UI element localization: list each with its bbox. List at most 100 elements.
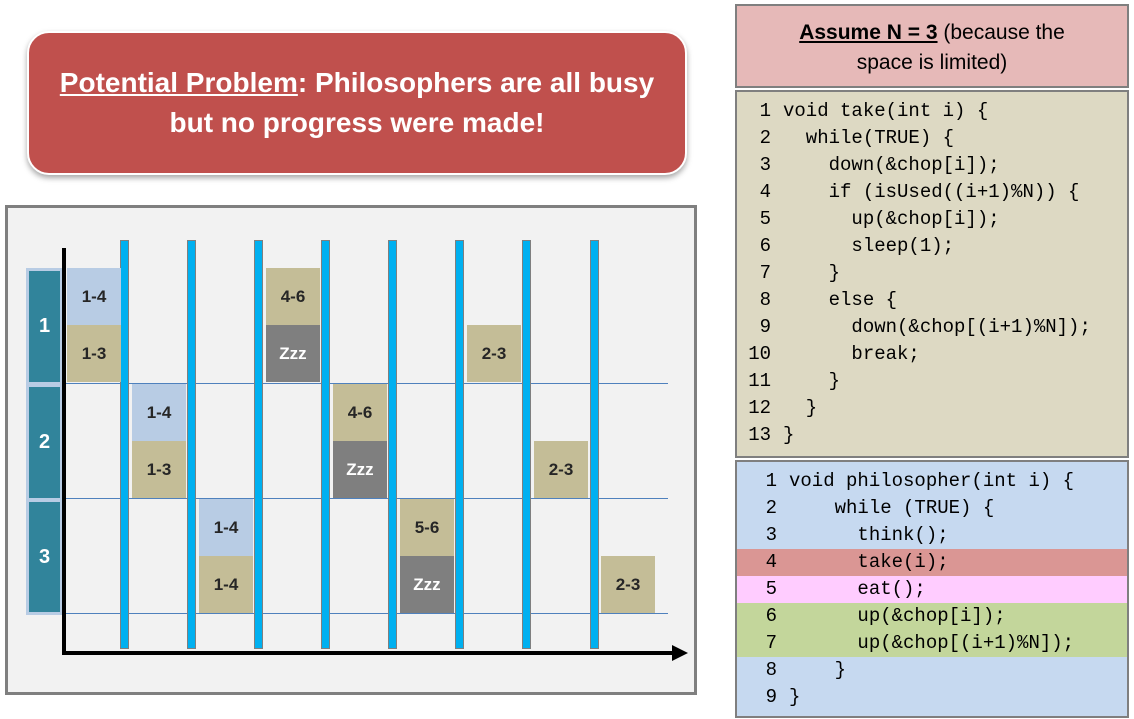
row-divider xyxy=(63,383,668,384)
chopstick-cell: Zzz xyxy=(266,325,320,382)
callout-title-rest: : Philosophers are all busy xyxy=(297,67,655,98)
assume-bold: Assume N = 3 xyxy=(799,21,938,44)
row-label-1: 1 xyxy=(26,268,63,385)
chopstick-cell: 1-4 xyxy=(132,384,186,442)
code-text: up(&chop[i]); xyxy=(783,208,1000,230)
code-text: up(&chop[i]); xyxy=(789,605,1006,627)
line-number: 5 xyxy=(765,578,777,600)
code-text: } xyxy=(783,370,841,392)
code-line: 3 think(); xyxy=(737,522,1127,549)
code-line: 9 down(&chop[(i+1)%N]); xyxy=(737,314,1127,341)
line-number: 7 xyxy=(765,632,777,654)
code-line: 11 } xyxy=(737,368,1127,395)
chopstick-cell: 1-4 xyxy=(199,499,253,557)
line-number: 2 xyxy=(759,127,771,149)
time-bar xyxy=(522,240,531,649)
line-number: 11 xyxy=(748,370,771,392)
time-bar xyxy=(455,240,464,649)
chopstick-cell: 1-4 xyxy=(67,268,121,326)
assume-line2: space is limited) xyxy=(856,51,1008,74)
chopstick-cell: 2-3 xyxy=(467,325,521,382)
chopstick-cell: 4-6 xyxy=(333,384,387,442)
callout-text: Potential Problem: Philosophers are all … xyxy=(60,63,654,143)
line-number: 12 xyxy=(748,397,771,419)
code-line: 2 while (TRUE) { xyxy=(737,495,1127,522)
take-code-panel: 1 void take(int i) {2 while(TRUE) {3 down… xyxy=(735,90,1129,458)
code-line: 5 up(&chop[i]); xyxy=(737,206,1127,233)
code-line: 10 break; xyxy=(737,341,1127,368)
chopstick-cell: 1-3 xyxy=(67,325,121,382)
code-line: 1 void philosopher(int i) { xyxy=(737,468,1127,495)
code-text: } xyxy=(783,262,841,284)
assume-panel: Assume N = 3 (because the space is limit… xyxy=(735,4,1129,88)
time-bar xyxy=(120,240,129,649)
line-number: 9 xyxy=(759,316,771,338)
code-line: 8 else { xyxy=(737,287,1127,314)
code-line: 6 sleep(1); xyxy=(737,233,1127,260)
chopstick-cell: 2-3 xyxy=(601,556,655,613)
chopstick-cell: 1-4 xyxy=(199,556,253,613)
row-label-2: 2 xyxy=(26,384,63,501)
code-text: down(&chop[(i+1)%N]); xyxy=(783,316,1091,338)
code-line: 8 } xyxy=(737,657,1127,684)
time-bar xyxy=(187,240,196,649)
code-line: 13} xyxy=(737,422,1127,449)
row-label-3: 3 xyxy=(26,499,63,615)
code-text: else { xyxy=(783,289,898,311)
line-number: 8 xyxy=(759,289,771,311)
code-text: } xyxy=(783,397,818,419)
time-bar xyxy=(388,240,397,649)
line-number: 2 xyxy=(765,497,777,519)
chopstick-cell: 1-3 xyxy=(132,441,186,498)
assume-rest: (because the xyxy=(937,21,1065,44)
code-text: while(TRUE) { xyxy=(783,127,955,149)
line-number: 6 xyxy=(765,605,777,627)
code-text: } xyxy=(789,686,801,708)
code-line: 5 eat(); xyxy=(737,576,1127,603)
code-text: break; xyxy=(783,343,920,365)
code-text: think(); xyxy=(789,524,949,546)
code-line: 4 take(i); xyxy=(737,549,1127,576)
code-text: } xyxy=(789,659,847,681)
code-line: 2 while(TRUE) { xyxy=(737,125,1127,152)
line-number: 10 xyxy=(748,343,771,365)
code-text: eat(); xyxy=(789,578,926,600)
line-number: 5 xyxy=(759,208,771,230)
code-text: take(i); xyxy=(789,551,949,573)
chopstick-cell: 4-6 xyxy=(266,268,320,326)
line-number: 3 xyxy=(759,154,771,176)
time-bar xyxy=(254,240,263,649)
line-number: 3 xyxy=(765,524,777,546)
code-text: } xyxy=(783,424,795,446)
code-text: void take(int i) { xyxy=(783,100,989,122)
code-line: 6 up(&chop[i]); xyxy=(737,603,1127,630)
problem-callout: Potential Problem: Philosophers are all … xyxy=(27,31,687,175)
code-text: down(&chop[i]); xyxy=(783,154,1000,176)
x-axis xyxy=(62,651,676,655)
line-number: 8 xyxy=(765,659,777,681)
code-line: 7 } xyxy=(737,260,1127,287)
callout-line2: but no progress were made! xyxy=(169,107,545,138)
code-line: 1 void take(int i) { xyxy=(737,98,1127,125)
philosopher-code-panel: 1 void philosopher(int i) {2 while (TRUE)… xyxy=(735,460,1129,718)
code-text: sleep(1); xyxy=(783,235,955,257)
line-number: 4 xyxy=(759,181,771,203)
chopstick-cell: 5-6 xyxy=(400,499,454,557)
code-line: 4 if (isUsed((i+1)%N)) { xyxy=(737,179,1127,206)
line-number: 4 xyxy=(765,551,777,573)
line-number: 1 xyxy=(759,100,771,122)
code-line: 12 } xyxy=(737,395,1127,422)
line-number: 13 xyxy=(748,424,771,446)
code-text: up(&chop[(i+1)%N]); xyxy=(789,632,1075,654)
line-number: 1 xyxy=(765,470,777,492)
callout-title: Potential Problem xyxy=(59,67,298,98)
chopstick-cell: Zzz xyxy=(333,441,387,498)
line-number: 6 xyxy=(759,235,771,257)
time-bar xyxy=(590,240,599,649)
time-bar xyxy=(321,240,330,649)
row-divider xyxy=(63,613,668,614)
chopstick-cell: 2-3 xyxy=(534,441,588,498)
chopstick-cell: Zzz xyxy=(400,556,454,613)
line-number: 9 xyxy=(765,686,777,708)
code-line: 9} xyxy=(737,684,1127,711)
